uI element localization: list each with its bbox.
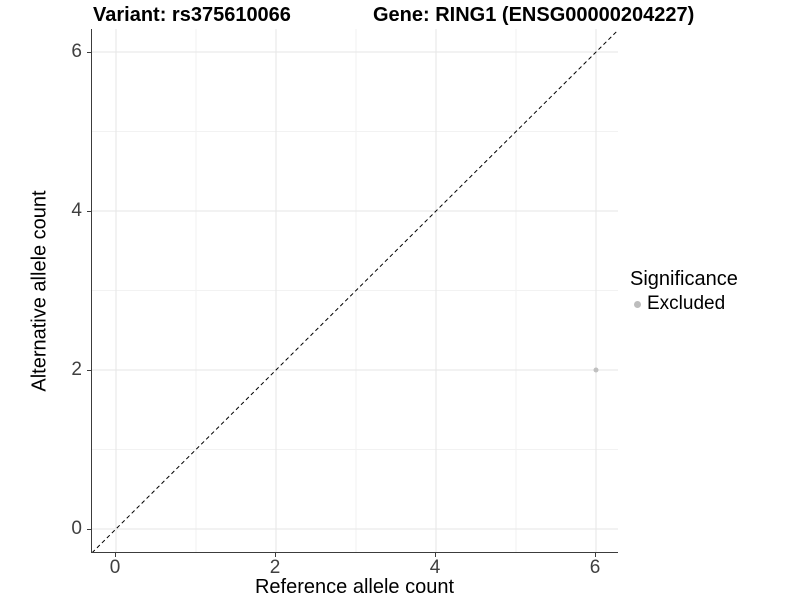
y-tick-label: 6 [71, 41, 82, 63]
legend-title: Significance [630, 268, 738, 290]
x-tick-mark [595, 553, 596, 557]
plot-panel [91, 29, 618, 553]
y-tick-mark [87, 52, 91, 54]
y-tick-label: 0 [71, 517, 82, 539]
data-point [593, 367, 599, 373]
plot-canvas [92, 29, 618, 552]
x-tick-mark [275, 553, 276, 557]
y-tick-mark [87, 528, 91, 530]
legend: Significance Excluded [630, 268, 738, 315]
x-tick-label: 0 [109, 557, 121, 578]
legend-item-excluded: Excluded [630, 293, 738, 315]
variant-title: Variant: rs375610066 [93, 4, 291, 26]
y-tick-label: 2 [71, 358, 82, 380]
y-tick-mark [87, 369, 91, 371]
legend-point-icon [634, 300, 641, 308]
x-tick-label: 4 [429, 557, 441, 578]
y-tick-label: 4 [71, 200, 82, 222]
x-tick-mark [115, 553, 116, 557]
gene-title: Gene: RING1 (ENSG00000204227) [373, 4, 695, 26]
identity-line [92, 29, 618, 552]
x-tick-label: 6 [589, 557, 601, 578]
y-tick-mark [87, 211, 91, 213]
x-tick-label: 2 [269, 557, 281, 578]
x-tick-mark [435, 553, 436, 557]
legend-item-label: Excluded [647, 293, 726, 314]
x-axis-title: Reference allele count [254, 576, 454, 598]
